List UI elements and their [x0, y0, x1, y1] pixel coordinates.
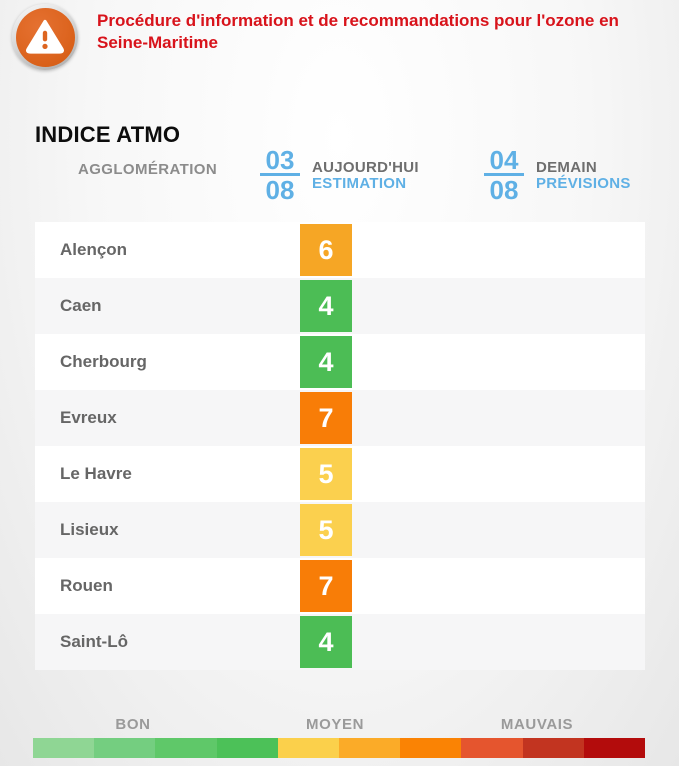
legend-scale-segment	[522, 738, 584, 758]
table-row: Le Havre 5	[35, 446, 645, 502]
city-label: Saint-Lô	[60, 632, 128, 651]
today-index-badge: 5	[300, 448, 352, 500]
legend-scale-segment	[216, 738, 278, 758]
column-header-tomorrow: DEMAIN PRÉVISIONS	[536, 160, 631, 192]
page-title: INDICE ATMO	[35, 122, 181, 147]
table-row: Alençon 6	[35, 222, 645, 278]
legend-scale-segment	[33, 738, 95, 758]
today-index-badge: 4	[300, 336, 352, 388]
today-index-badge: 4	[300, 280, 352, 332]
legend-label-mauvais: MAUVAIS	[500, 716, 574, 733]
table-row: Saint-Lô 4	[35, 614, 645, 670]
legend-scale-segment	[583, 738, 646, 758]
table-row: Rouen 7	[35, 558, 645, 614]
city-label: Evreux	[60, 408, 117, 427]
today-index-badge: 7	[300, 392, 352, 444]
tomorrow-date-fraction: 04 08	[484, 147, 524, 205]
today-index-badge: 5	[300, 504, 352, 556]
legend-scale-segment	[461, 738, 523, 758]
tomorrow-month: 08	[489, 175, 519, 205]
today-date-fraction: 03 08	[260, 147, 300, 205]
tomorrow-label: DEMAIN	[536, 159, 597, 176]
legend-scale-segment	[400, 738, 462, 758]
city-label: Cherbourg	[60, 352, 147, 371]
column-header-agglomeration: AGGLOMÉRATION	[78, 161, 218, 178]
today-sublabel: ESTIMATION	[312, 175, 407, 192]
city-label: Caen	[60, 296, 102, 315]
tomorrow-day: 04	[484, 147, 524, 176]
tomorrow-sublabel: PRÉVISIONS	[536, 175, 631, 192]
today-label: AUJOURD'HUI	[312, 159, 419, 176]
atmo-table: Alençon 6 Caen 4 Cherbourg 4 Evreux 7 Le…	[35, 222, 645, 670]
table-row: Evreux 7	[35, 390, 645, 446]
legend-scale-segment	[94, 738, 156, 758]
warning-icon-circle	[15, 7, 75, 67]
column-header-today: AUJOURD'HUI ESTIMATION	[312, 160, 419, 192]
table-row: Cherbourg 4	[35, 334, 645, 390]
table-row: Lisieux 5	[35, 502, 645, 558]
legend-scale-segment	[277, 738, 340, 758]
table-row: Caen 4	[35, 278, 645, 334]
legend-scale-segment	[155, 738, 217, 758]
warning-icon	[12, 4, 78, 70]
legend-label-moyen: MOYEN	[305, 716, 365, 733]
today-month: 08	[265, 175, 295, 205]
legend-scale-segment	[339, 738, 401, 758]
alert-message: Procédure d'information et de recommanda…	[97, 11, 619, 52]
today-index-badge: 7	[300, 560, 352, 612]
warning-triangle-icon	[26, 19, 64, 54]
today-day: 03	[260, 147, 300, 176]
city-label: Rouen	[60, 576, 113, 595]
legend-label-bon: BON	[115, 716, 151, 733]
legend-scale-bar	[33, 738, 646, 758]
city-label: Alençon	[60, 240, 128, 259]
city-label: Lisieux	[60, 520, 119, 539]
today-index-badge: 4	[300, 616, 352, 668]
city-label: Le Havre	[60, 464, 132, 483]
today-index-badge: 6	[300, 224, 352, 276]
